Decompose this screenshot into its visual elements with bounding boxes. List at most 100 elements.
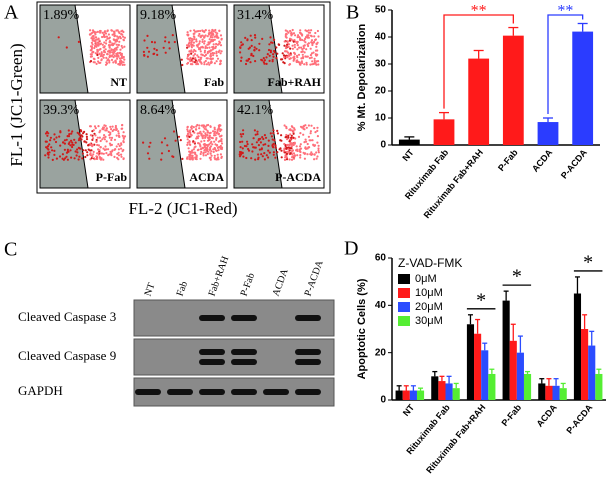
event-dot [239,153,242,156]
percent-label: 8.64% [140,103,177,118]
event-dot [276,129,279,132]
event-dot [299,156,302,159]
event-dot [105,39,108,42]
event-dot [211,137,214,140]
event-dot [119,48,122,51]
event-dot [122,131,125,134]
event-dot [316,141,319,144]
event-dot [91,138,94,141]
event-dot [93,125,97,128]
event-dot [312,62,315,66]
event-dot [106,50,110,53]
event-dot [268,59,271,63]
event-dot [294,40,297,43]
event-dot [292,157,296,160]
band [231,349,257,355]
event-dot [59,144,62,147]
bar [516,352,524,400]
event-dot [89,60,93,63]
significance: * [512,266,522,288]
event-dot [266,53,269,56]
event-dot [249,61,252,64]
event-dot [267,156,270,159]
event-dot [272,151,275,154]
event-dot [62,141,65,144]
event-dot [218,49,221,52]
flow-plot: 8.64% ACDA [136,99,228,189]
event-dot [312,143,315,146]
event-dot [254,146,257,149]
event-dot [195,40,198,43]
event-dot [296,154,299,157]
event-dot [109,125,112,128]
event-dot [174,139,177,142]
event-dot [195,63,198,66]
event-dot [198,48,201,51]
event-dot [203,61,206,64]
event-dot [121,134,124,137]
event-dot [305,55,308,58]
event-dot [57,36,60,39]
event-dot [267,48,271,52]
event-dot [152,52,155,56]
event-dot [315,60,318,63]
event-dot [301,38,304,42]
event-dot [198,124,201,127]
event-dot [118,135,121,138]
event-dot [66,158,69,161]
event-dot [245,145,248,148]
event-dot [44,154,47,157]
event-dot [120,155,123,158]
event-dot [301,48,304,51]
event-dot [285,133,288,137]
event-dot [271,41,274,44]
event-dot [98,131,101,134]
event-dot [58,135,61,138]
event-dot [292,59,295,62]
event-dot [95,155,98,158]
event-dot [292,132,295,135]
event-dot [121,46,124,49]
event-dot [64,157,67,160]
event-dot [199,58,202,61]
x-tick-label: P-ACDA [564,402,594,436]
event-dot [269,132,272,135]
event-dot [195,128,198,131]
event-dot [286,144,289,147]
lane-label: ACDA [271,267,291,298]
event-dot [302,45,305,48]
event-dot [110,136,114,139]
significance: ** [471,3,487,20]
event-dot [118,40,121,43]
event-dot [261,37,264,41]
event-dot [275,57,278,60]
event-dot [203,30,206,34]
event-dot [195,30,198,33]
event-dot [120,147,123,150]
event-dot [53,149,56,152]
event-dot [192,50,195,54]
event-dot [99,55,102,58]
event-dot [102,152,105,155]
event-dot [262,57,265,60]
event-dot [97,56,100,60]
bracket [443,14,514,109]
event-dot [250,44,253,48]
event-dot [201,34,204,37]
event-dot [290,158,294,161]
bar [509,340,517,400]
event-dot [204,136,207,139]
event-dot [289,141,292,144]
event-dot [202,134,205,137]
bar [398,139,420,145]
event-dot [220,155,223,158]
event-dot [199,50,202,53]
event-dot [299,132,302,135]
event-dot [120,142,123,145]
event-dot [306,34,309,38]
band [231,315,257,321]
event-dot [208,46,211,49]
event-dot [103,41,106,44]
bar [545,385,553,400]
event-dot [196,132,199,135]
